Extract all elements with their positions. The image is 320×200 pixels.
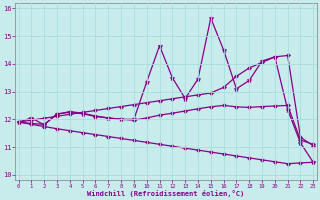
X-axis label: Windchill (Refroidissement éolien,°C): Windchill (Refroidissement éolien,°C) (87, 190, 244, 197)
